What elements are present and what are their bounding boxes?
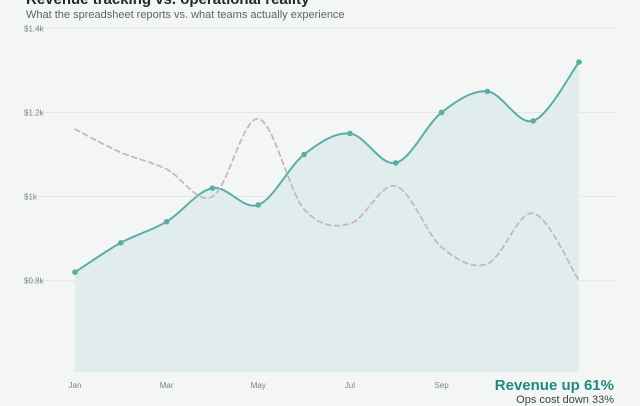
ops-callout: Ops cost down 33% (516, 394, 614, 406)
revenue-markers (72, 59, 582, 275)
x-tick-label: Mar (160, 381, 174, 390)
data-point (163, 218, 170, 225)
series-area (75, 62, 579, 372)
data-point (438, 109, 445, 116)
dashed-series-line (74, 117, 580, 282)
chart-title: Revenue tracking vs. operational reality (26, 0, 309, 8)
x-tick-label: Sep (434, 381, 449, 390)
x-tick-label: Jan (69, 381, 82, 390)
data-point (118, 239, 124, 246)
data-point (530, 118, 536, 124)
x-tick-label: May (251, 381, 266, 390)
data-point (392, 160, 399, 166)
data-point (72, 269, 78, 275)
y-axis-ticks: $0.8k $1k $1.2k $1.4k (24, 24, 45, 285)
x-axis-ticks: Jan Mar May Jul Sep (69, 381, 450, 390)
data-point (301, 151, 307, 158)
revenue-area-layer (75, 62, 579, 372)
y-tick-label: $1k (24, 193, 38, 202)
data-point (347, 130, 353, 137)
x-tick-label: Jul (345, 381, 355, 390)
data-point (209, 185, 216, 191)
y-tick-label: $1.4k (24, 24, 45, 33)
data-point (484, 88, 491, 95)
y-tick-label: $1.2k (24, 108, 45, 117)
data-point (576, 59, 582, 65)
data-point (255, 202, 262, 208)
chart-subtitle: What the spreadsheet reports vs. what te… (26, 9, 345, 21)
revenue-callout: Revenue up 61% (494, 377, 614, 394)
y-tick-label: $0.8k (24, 277, 45, 286)
